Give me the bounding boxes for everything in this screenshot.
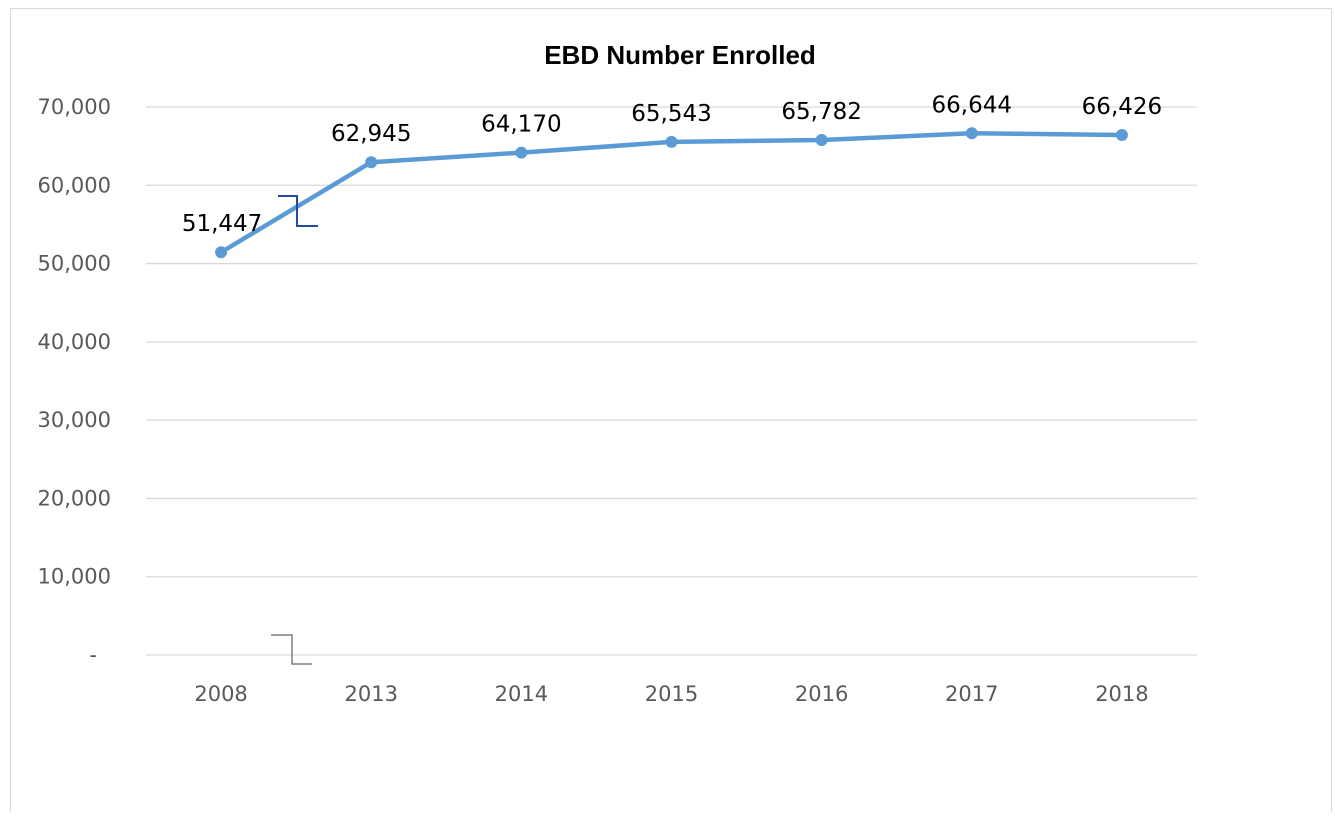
x-tick-label: 2013	[344, 682, 397, 706]
x-tick-label: 2008	[194, 682, 247, 706]
x-tick-label: 2017	[945, 682, 998, 706]
data-point	[365, 156, 378, 169]
chart-title: EBD Number Enrolled	[544, 40, 816, 70]
y-tick-label: 20,000	[38, 486, 111, 510]
axis-break-marks	[271, 195, 318, 665]
x-tick-label: 2016	[795, 682, 848, 706]
data-label: 66,644	[932, 92, 1012, 118]
x-tick-label: 2014	[495, 682, 548, 706]
axis-break-mark-lower	[271, 634, 312, 665]
y-tick-label: 60,000	[38, 173, 111, 197]
y-tick-label: 30,000	[38, 408, 111, 432]
x-tick-label: 2018	[1095, 682, 1148, 706]
data-label: 66,426	[1082, 94, 1162, 120]
y-axis-ticks: - 10,000 20,000 30,000 40,000 50,000 60,000 70,…	[38, 95, 111, 667]
gridlines	[146, 106, 1197, 656]
x-tick-label: 2015	[645, 682, 698, 706]
axis-break-mark-upper	[278, 195, 318, 227]
data-points	[215, 127, 1128, 259]
data-point	[815, 134, 828, 147]
y-tick-label: -	[89, 643, 97, 667]
y-tick-label: 50,000	[38, 252, 111, 276]
data-point	[515, 146, 528, 159]
data-point	[1115, 128, 1128, 141]
data-label: 64,170	[481, 112, 561, 138]
x-axis-ticks: 2008 2013 2014 2015 2016 2017 2018	[194, 682, 1148, 706]
y-tick-label: 40,000	[38, 330, 111, 354]
data-label: 65,782	[781, 99, 861, 125]
data-labels: 51,447 62,945 64,170 65,543 65,782 66,644 66,4…	[182, 92, 1162, 237]
data-label: 51,447	[182, 211, 262, 237]
series-polyline	[218, 131, 1125, 255]
data-label: 65,543	[631, 101, 711, 127]
y-tick-label: 70,000	[38, 95, 111, 119]
data-label: 62,945	[331, 121, 411, 147]
data-point	[215, 246, 228, 259]
data-point	[965, 127, 978, 140]
data-point	[665, 135, 678, 148]
series-line	[218, 131, 1125, 255]
y-tick-label: 10,000	[38, 565, 111, 589]
